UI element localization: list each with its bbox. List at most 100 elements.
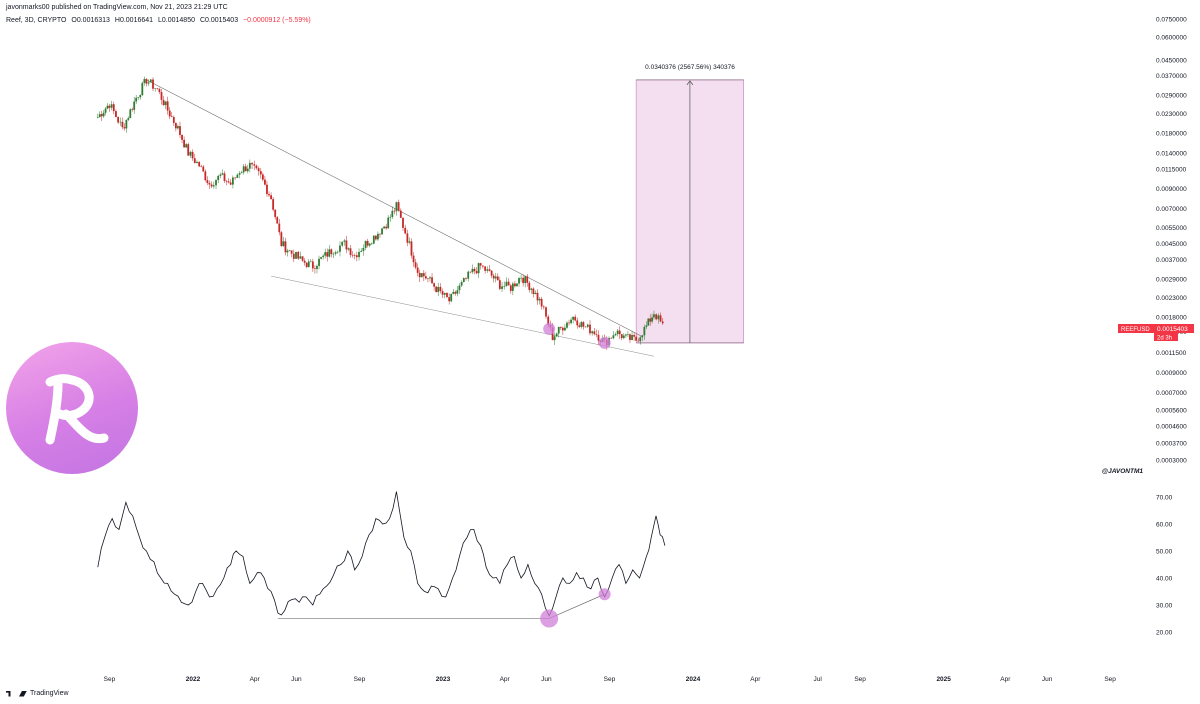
candle <box>318 255 320 270</box>
candle <box>610 336 613 339</box>
price-tick-label: 0.0090000 <box>1156 186 1187 193</box>
price-tick-label: 0.0070000 <box>1156 206 1187 213</box>
candle <box>471 264 474 274</box>
candle <box>414 258 417 270</box>
candle <box>456 286 459 297</box>
candle <box>347 247 350 252</box>
rsi-axis: 70.00 60.00 50.00 40.00 30.00 20.00 <box>1156 495 1173 637</box>
candle <box>152 77 154 91</box>
candle <box>322 254 325 260</box>
candle <box>206 176 209 186</box>
candle <box>429 276 431 282</box>
candle <box>343 238 346 246</box>
upper-trendline[interactable] <box>146 79 644 338</box>
candle <box>540 296 543 310</box>
candle <box>498 276 501 291</box>
candle <box>622 333 625 340</box>
candle <box>292 249 295 263</box>
candle <box>631 330 633 341</box>
price-tick-label: 0.0450000 <box>1156 57 1187 64</box>
candle <box>509 283 512 294</box>
candle <box>647 318 650 326</box>
candle <box>364 240 367 251</box>
candle <box>238 171 241 179</box>
candle <box>143 76 146 86</box>
candle <box>366 238 369 248</box>
candle <box>246 165 249 174</box>
candle <box>557 326 560 338</box>
candle <box>462 277 465 283</box>
publisher-line: javonmarks00 published on TradingView.co… <box>6 4 228 11</box>
time-tick-label: Sep <box>104 676 116 683</box>
rsi-pane <box>97 491 666 628</box>
candle <box>518 276 520 287</box>
candle <box>465 277 467 281</box>
candle <box>488 264 491 272</box>
candle <box>383 225 385 229</box>
candle <box>629 333 631 344</box>
lower-trendline[interactable] <box>271 275 655 357</box>
candle <box>420 273 423 278</box>
candle <box>264 175 266 186</box>
candle <box>435 286 438 293</box>
rsi-divergence-line[interactable] <box>549 593 605 619</box>
candle <box>412 252 415 267</box>
time-tick-label: Apr <box>250 676 261 683</box>
candle <box>326 248 329 262</box>
candle <box>198 161 201 168</box>
time-axis[interactable]: Sep 2022 Apr Jun Sep 2023 Apr Jun Sep 2024 Apr Jul S… <box>104 676 1117 683</box>
price-tick-label: 0.0600000 <box>1156 34 1187 41</box>
candle <box>215 178 217 190</box>
price-tick-label: 0.0029000 <box>1156 276 1187 283</box>
candle <box>639 336 642 345</box>
candle <box>100 110 103 122</box>
footer-brand[interactable]: TradingView <box>6 690 69 697</box>
price-highlight-marker <box>598 336 611 349</box>
candle <box>147 79 150 86</box>
candle <box>597 330 600 346</box>
rsi-highlight-marker <box>540 609 559 628</box>
candle <box>410 238 413 259</box>
candle <box>324 248 327 259</box>
candle <box>158 87 161 95</box>
candle <box>570 317 572 325</box>
candle <box>633 332 635 341</box>
candle <box>210 181 213 189</box>
candle <box>200 164 203 168</box>
price-axis[interactable]: 0.0750000 0.0600000 0.0450000 0.0370000 0.02… <box>1156 17 1187 465</box>
candle <box>397 199 400 212</box>
price-tick-label: 0.0370000 <box>1156 73 1187 80</box>
price-tick-label: 0.0023000 <box>1156 295 1187 302</box>
time-tick-label: Sep <box>1104 676 1116 683</box>
price-tick-label: 0.0003000 <box>1156 458 1187 465</box>
candle <box>240 170 243 174</box>
time-tick-label: 2022 <box>186 676 201 683</box>
candle <box>496 273 499 281</box>
price-tick-label: 0.0009000 <box>1156 370 1187 377</box>
price-tick-label: 0.0004600 <box>1156 423 1187 430</box>
candle <box>355 251 358 262</box>
candle <box>492 273 495 283</box>
candle <box>225 179 228 186</box>
candle <box>223 171 226 183</box>
candle <box>191 149 194 161</box>
svg-text:2d 3h: 2d 3h <box>1157 336 1172 342</box>
candle <box>349 245 352 258</box>
price-tick-label: 0.0290000 <box>1156 92 1187 99</box>
candle <box>469 271 472 274</box>
time-tick-label: Apr <box>500 676 511 683</box>
candle <box>545 306 547 319</box>
time-tick-label: Jun <box>291 676 302 683</box>
candle <box>193 153 196 164</box>
candle <box>149 79 152 83</box>
candle <box>208 180 211 189</box>
candle <box>320 257 322 260</box>
price-highlight-marker <box>543 322 556 335</box>
price-tick-label: 0.0045000 <box>1156 241 1187 248</box>
candle <box>117 116 120 125</box>
time-tick-label: 2025 <box>936 676 951 683</box>
candle <box>637 337 640 342</box>
candle <box>108 103 111 112</box>
candle <box>202 165 205 172</box>
